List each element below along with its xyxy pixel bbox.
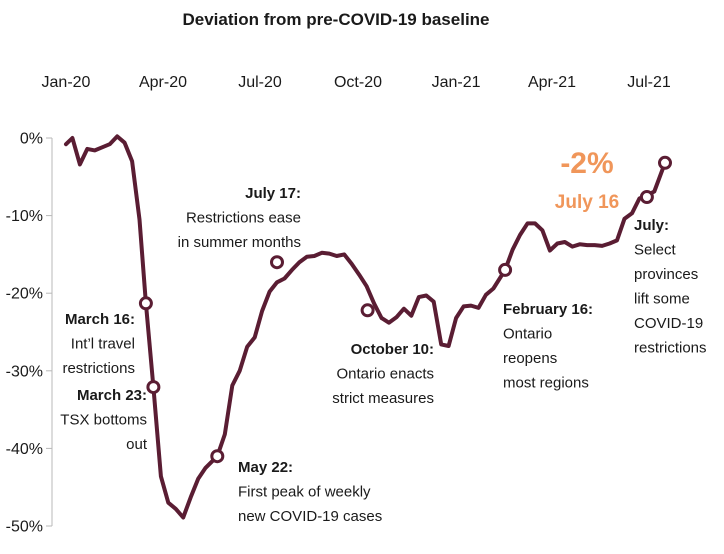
annotation-text: most regions bbox=[503, 375, 589, 392]
annotation-text: TSX bottoms bbox=[60, 412, 147, 429]
annotation-heading: July 17: bbox=[245, 185, 301, 202]
chart-title: Deviation from pre-COVID-19 baseline bbox=[182, 10, 489, 29]
event-annotation: March 23: TSX bottoms out bbox=[60, 387, 148, 453]
y-tick-label: -50% bbox=[6, 519, 43, 536]
y-tick-label: -10% bbox=[6, 208, 43, 225]
event-annotation: July 17: Restrictions ease in summer month… bbox=[178, 185, 301, 251]
series-layer bbox=[64, 134, 667, 520]
annotation-heading: July: bbox=[634, 217, 669, 234]
annotation-text: provinces bbox=[634, 266, 698, 283]
marker-layer bbox=[138, 155, 672, 464]
annotation-text: new COVID-19 cases bbox=[238, 508, 382, 525]
annotation-text: restrictions bbox=[634, 340, 707, 357]
y-tick-label: -30% bbox=[6, 363, 43, 380]
annotation-heading: May 22: bbox=[238, 459, 293, 476]
annotation-text: restrictions bbox=[62, 360, 135, 377]
event-marker bbox=[639, 190, 654, 204]
annotation-text: strict measures bbox=[332, 390, 434, 407]
annotation-text: Restrictions ease bbox=[186, 210, 301, 227]
annotation-text: COVID-19 bbox=[634, 315, 703, 332]
annotation-text: in summer months bbox=[178, 234, 301, 251]
event-marker bbox=[360, 303, 375, 318]
x-axis: Jan-20 Apr-20 Jul-20 Oct-20 Jan-21 Apr-21 Jul-… bbox=[42, 74, 671, 91]
annotation-text: reopens bbox=[503, 350, 557, 367]
annotation-text: First peak of weekly bbox=[238, 484, 371, 501]
series-line bbox=[64, 134, 667, 520]
annotation-heading: March 16: bbox=[65, 311, 135, 328]
event-annotation: March 16: Int’l travel restrictions bbox=[62, 311, 135, 377]
annotation-text: lift some bbox=[634, 291, 690, 308]
x-tick-label: Jul-20 bbox=[238, 74, 282, 91]
event-marker bbox=[138, 296, 153, 311]
x-tick-label: Jan-21 bbox=[432, 74, 481, 91]
x-tick-label: Apr-21 bbox=[528, 74, 576, 91]
annotation-heading: February 16: bbox=[503, 301, 593, 318]
event-annotation: February 16: Ontario reopens most regions bbox=[503, 301, 593, 392]
event-marker bbox=[210, 449, 225, 464]
annotation-text: Ontario enacts bbox=[336, 366, 434, 383]
annotation-text: Ontario bbox=[503, 326, 552, 343]
y-tick-label: -20% bbox=[6, 286, 43, 303]
event-marker bbox=[270, 255, 284, 270]
y-tick-label: 0% bbox=[20, 131, 43, 148]
annotation-layer: March 16: Int’l travel restrictions March 2… bbox=[60, 185, 706, 525]
highlight-value: -2% bbox=[560, 147, 613, 180]
annotation-text: out bbox=[126, 436, 148, 453]
annotation-heading: October 10: bbox=[351, 341, 434, 358]
event-marker bbox=[498, 262, 513, 277]
event-marker bbox=[658, 155, 672, 170]
x-tick-label: Apr-20 bbox=[139, 74, 187, 91]
x-tick-label: Jul-21 bbox=[627, 74, 671, 91]
annotation-text: Int’l travel bbox=[71, 336, 135, 353]
x-tick-label: Jan-20 bbox=[42, 74, 91, 91]
highlight-label: July 16 bbox=[555, 192, 619, 213]
annotation-text: Select bbox=[634, 242, 677, 259]
event-annotation: July: Select provinces lift some COVID-19 res… bbox=[634, 217, 707, 357]
event-marker bbox=[146, 380, 161, 395]
x-tick-label: Oct-20 bbox=[334, 74, 382, 91]
event-annotation: May 22: First peak of weekly new COVID-19 … bbox=[238, 459, 382, 525]
highlight-layer: -2% July 16 bbox=[555, 147, 619, 213]
event-annotation: October 10: Ontario enacts strict measures bbox=[332, 341, 434, 407]
annotation-heading: March 23: bbox=[77, 387, 147, 404]
y-axis: 0% -10% -20% -30% -40% -50% bbox=[6, 131, 53, 536]
y-tick-label: -40% bbox=[6, 441, 43, 458]
